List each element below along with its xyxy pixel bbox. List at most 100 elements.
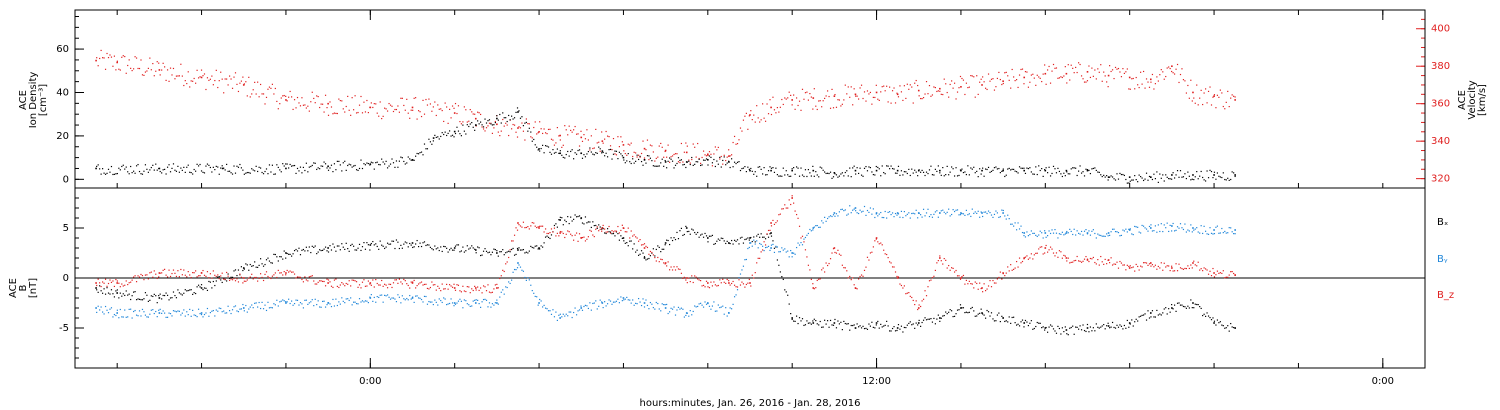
velocity-dot [1184,80,1186,82]
b-bx-dot [908,322,910,325]
density-dot [261,171,263,174]
b-bz-dot [878,243,880,245]
velocity-dot [889,86,891,88]
density-dot [575,153,578,155]
velocity-dot [180,63,182,65]
b-bx-dot [511,248,513,251]
density-dot [750,167,752,170]
b-by-dot [491,303,494,305]
b-bx-dot [1209,316,1211,319]
density-dot [809,172,811,174]
density-dot [1075,167,1077,169]
density-dot [1200,170,1202,173]
b-by-dot [1148,225,1151,228]
b-by-dot [546,308,548,310]
velocity-dot [573,129,575,131]
b-bz-dot [578,233,581,235]
b-by-dot [279,301,281,303]
velocity-dot [506,124,508,126]
b-by-dot [448,302,451,305]
b-by-dot [682,308,684,310]
density-dot [299,166,302,168]
b-bz-dot [593,235,595,238]
b-by-dot [605,305,607,307]
b-by-dot [915,209,917,211]
b-by-dot [252,307,254,309]
b-by-dot [818,226,820,229]
velocity-dot [231,87,234,89]
b-bz-dot [518,224,520,226]
b-bz-dot [193,272,195,274]
b-by-dot [977,210,979,212]
velocity-dot [558,135,560,137]
b-bx-dot [336,245,338,247]
b-bx-dot [831,324,833,326]
b-bx-dot [614,235,616,237]
density-dot [531,140,533,142]
density-dot [314,162,316,164]
b-by-dot [221,311,223,313]
density-dot [109,171,111,173]
b-bz-dot [630,230,632,232]
velocity-dot [992,78,994,80]
b-by-point [369,297,372,299]
b-bx-dot [96,289,98,291]
b-bz-dot [1015,260,1018,263]
velocity-dot [671,155,674,157]
b-bx-dot [862,325,864,327]
b-bz-dot [344,285,346,287]
b-by-dot [958,214,960,216]
b-bx-dot [1197,304,1199,306]
b-bz-dot [1002,273,1004,275]
b-by-dot [751,245,753,247]
density-dot [392,162,395,164]
b-by-dot [1199,232,1201,234]
b-bz-point [896,277,899,279]
b-by-dot [354,301,356,303]
density-dot [540,147,542,150]
density-point [1086,169,1089,172]
b-by-dot [831,215,833,218]
velocity-dot [784,97,786,99]
density-dot [580,152,582,154]
b-bx-dot [973,310,975,312]
b-bz-dot [920,305,922,308]
b-by-dot [516,267,519,269]
density-dot [562,156,564,158]
b-bx-dot [1193,307,1195,309]
velocity-dot [187,71,189,73]
density-dot [434,134,436,136]
density-dot [829,171,832,173]
b-by-dot [571,316,573,319]
velocity-dot [193,77,195,80]
b-bx-dot [601,228,603,230]
density-dot [375,162,377,164]
density-dot [826,172,829,174]
b-by-dot [178,310,180,312]
density-dot [1225,179,1227,181]
density-dot [353,165,355,167]
b-by-dot [431,301,433,303]
density-dot [1231,171,1233,173]
b-bx-dot [357,247,359,249]
velocity-dot [155,70,157,72]
velocity-dot [364,111,367,113]
velocity-dot [429,103,431,105]
b-bx-dot [685,225,687,228]
b-by-dot [150,309,152,311]
velocity-dot [750,110,752,112]
velocity-dot [401,97,403,99]
b-bz-dot [1057,256,1059,258]
b-bx-dot [970,307,972,310]
b-by-dot [406,297,408,300]
velocity-dot [540,128,542,130]
b-bz-dot [773,223,776,225]
b-bz-dot [673,266,675,268]
b-bx-dot [1207,315,1210,317]
velocity-dot [166,69,169,71]
b-bx-point [116,292,118,294]
density-dot [322,165,324,167]
velocity-point [116,61,118,64]
b-bz-dot [283,271,285,273]
density-dot [370,161,372,163]
